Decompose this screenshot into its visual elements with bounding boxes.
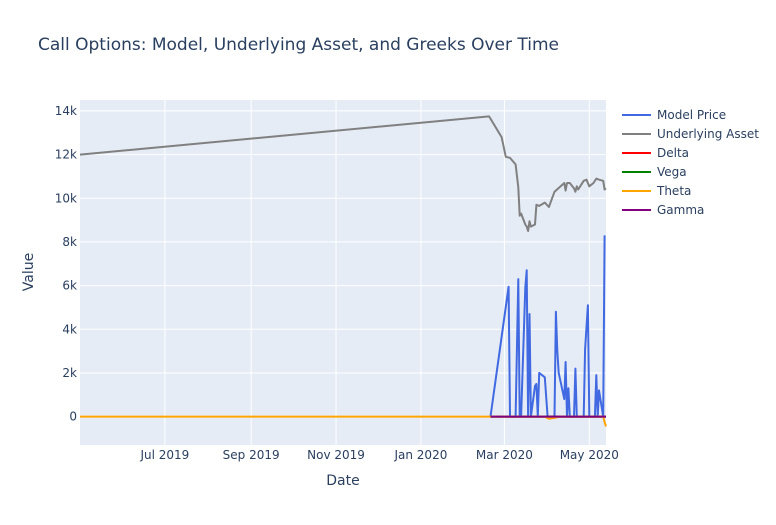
y-axis-title: Value [21,253,37,291]
legend-item-gamma[interactable]: Gamma [622,203,704,217]
plot-area [80,100,606,445]
x-tick-label: Mar 2020 [476,448,533,462]
legend-label: Gamma [657,203,704,217]
chart-title: Call Options: Model, Underlying Asset, a… [38,35,559,55]
legend-label: Model Price [657,108,726,122]
legend-label: Vega [657,165,687,179]
y-tick-label: 6k [62,279,77,293]
series-line-underlying-asset [79,115,607,232]
legend-item-delta[interactable]: Delta [622,146,689,160]
grid-lines [80,100,606,445]
legend-label: Underlying Asset [657,127,759,141]
y-tick-label: 4k [62,322,77,336]
legend-label: Delta [657,146,689,160]
x-tick-label: Nov 2019 [307,448,365,462]
legend: Model Price Underlying Asset Delta Vega Thet… [622,108,759,217]
legend-item-theta[interactable]: Theta [622,184,691,198]
y-tick-label: 12k [55,148,77,162]
x-tick-label: Jul 2019 [139,448,189,462]
y-tick-label: 2k [62,366,77,380]
x-axis-ticks: Jul 2019 Sep 2019 Nov 2019 Jan 2020 Mar 2020… [139,448,618,462]
series-lines [79,115,607,427]
legend-label: Theta [656,184,691,198]
y-tick-label: 14k [55,104,77,118]
legend-item-model-price[interactable]: Model Price [622,108,726,122]
x-tick-label: Jan 2020 [393,448,447,462]
y-axis-ticks: 0 2k 4k 6k 8k 10k 12k 14k [55,104,77,424]
legend-item-vega[interactable]: Vega [622,165,687,179]
x-tick-label: Sep 2019 [223,448,280,462]
legend-item-underlying-asset[interactable]: Underlying Asset [622,127,759,141]
x-tick-label: May 2020 [560,448,619,462]
x-axis-title: Date [326,473,359,489]
series-line-model-price [489,235,606,418]
y-tick-label: 10k [55,191,77,205]
y-tick-label: 8k [62,235,77,249]
y-tick-label: 0 [69,410,77,424]
